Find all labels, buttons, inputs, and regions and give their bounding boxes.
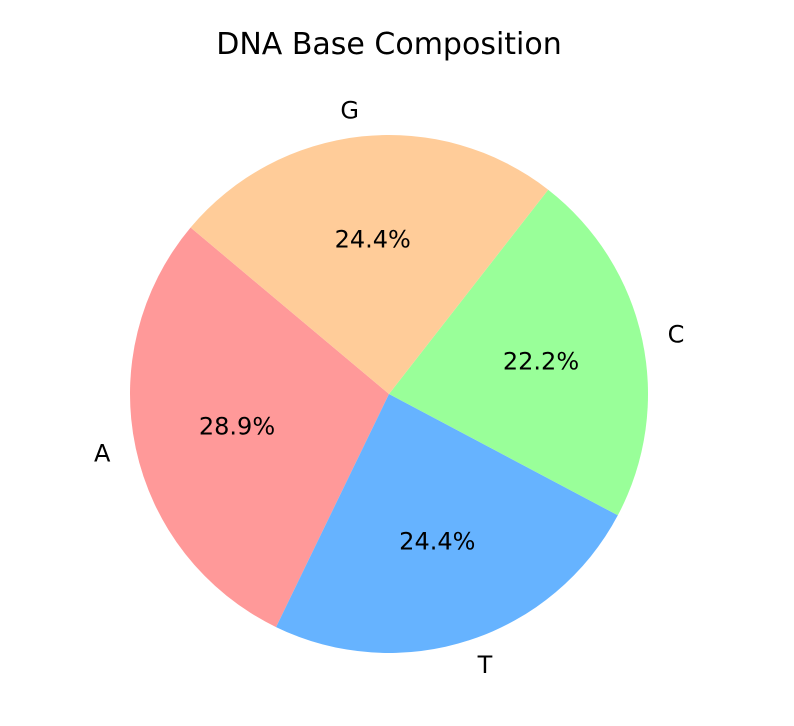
slice-label-t: T <box>477 651 493 679</box>
slice-label-a: A <box>94 440 111 468</box>
chart-title: DNA Base Composition <box>216 27 562 62</box>
pie-slice-a <box>130 227 389 628</box>
slice-label-g: G <box>340 97 359 125</box>
percent-label-a: 28.9% <box>199 413 275 441</box>
pie-slice-g <box>190 134 549 394</box>
pie-labels: A 28.9% T 24.4% C 22.2% G 24.4% <box>94 97 684 679</box>
slice-label-c: C <box>668 320 685 348</box>
percent-label-t: 24.4% <box>399 528 475 556</box>
percent-label-g: 24.4% <box>335 226 411 254</box>
percent-label-c: 22.2% <box>503 348 579 376</box>
pie-slice-c <box>389 189 649 516</box>
pie-slices <box>130 134 649 653</box>
pie-slice-t <box>276 394 618 653</box>
